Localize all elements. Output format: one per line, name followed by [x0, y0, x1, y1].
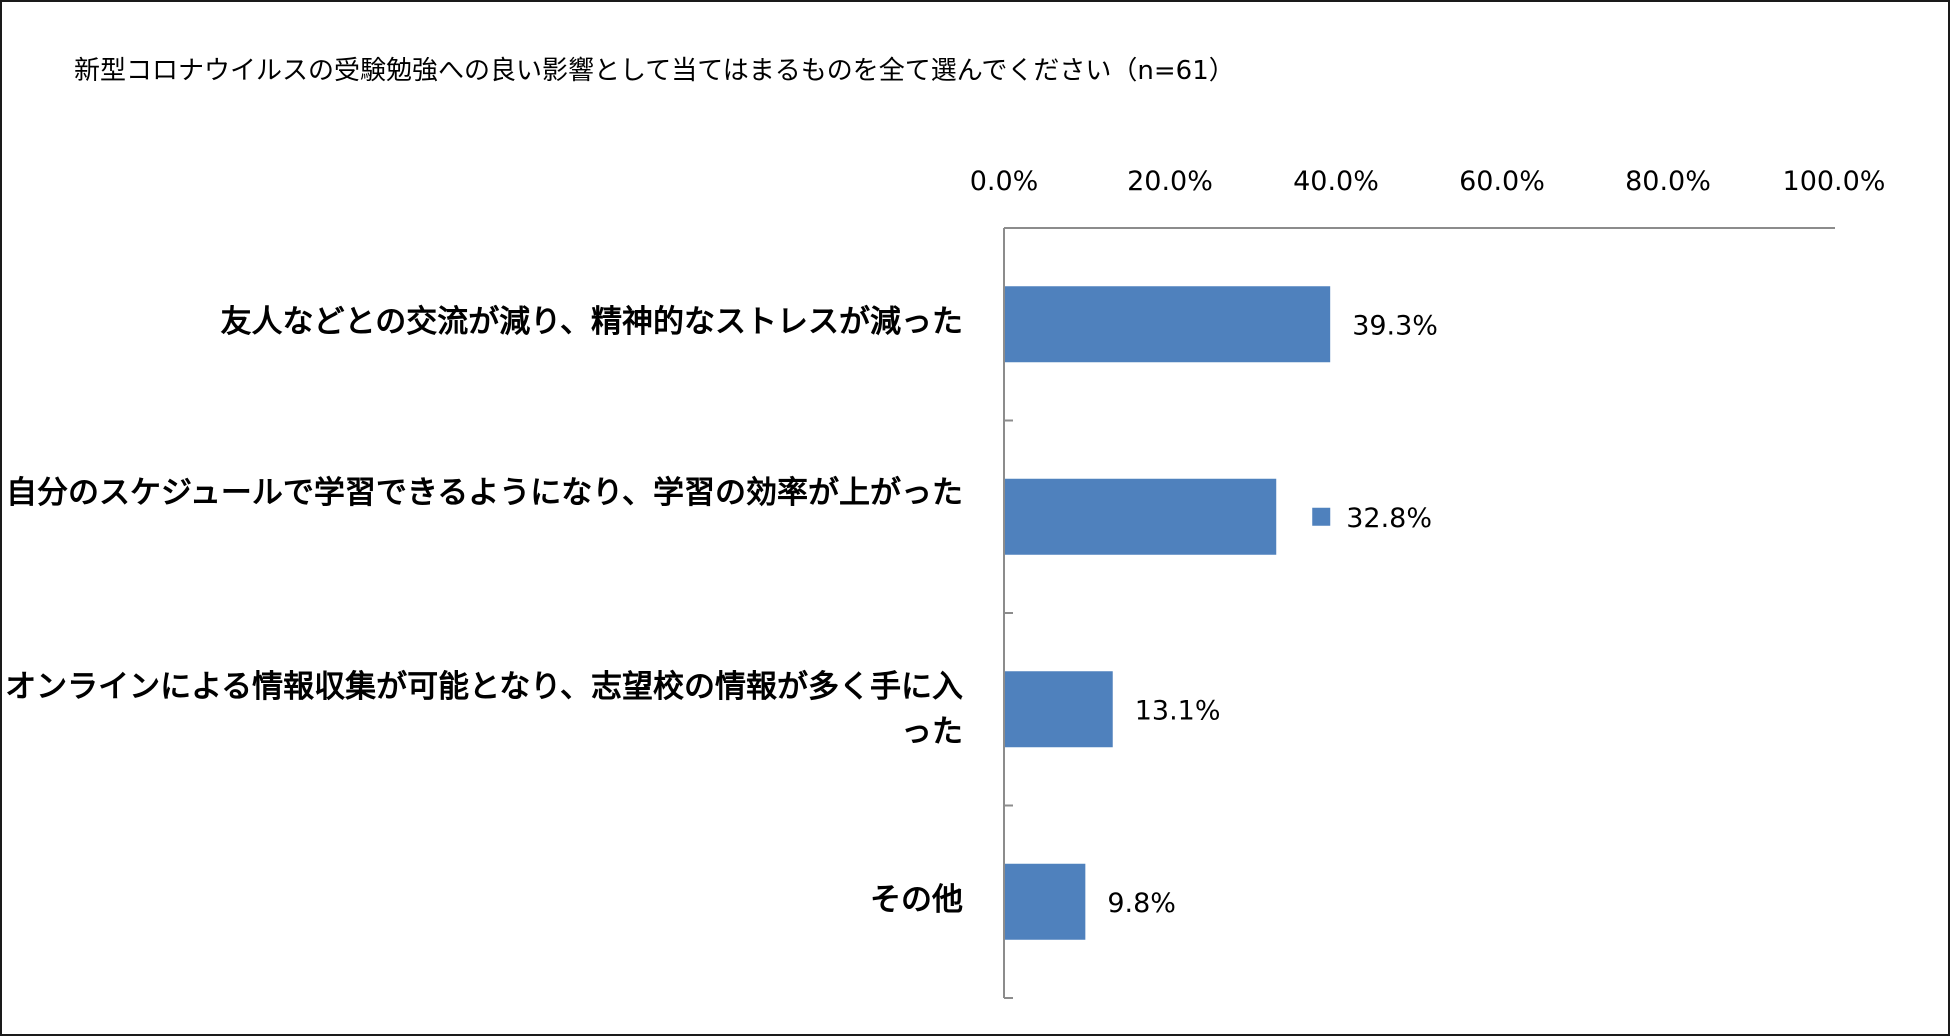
category-label-4: その他: [870, 882, 963, 918]
category-label-3: オンラインによる情報収集が可能となり、志望校の情報が多く手に入った: [5, 669, 963, 750]
x-tick-label: 100.0%: [1783, 166, 1886, 197]
x-tick-label: 40.0%: [1293, 166, 1379, 197]
chart-title: 新型コロナウイルスの受験勉強への良い影響として当てはまるものを全て選んでください…: [74, 56, 1235, 86]
bar-2: [1005, 478, 1277, 555]
bar-4: [1005, 863, 1086, 940]
data-label-2: 32.8%: [1346, 503, 1432, 534]
data-label-3: 13.1%: [1135, 695, 1221, 726]
category-label-2: 自分のスケジュールで学習できるようになり、学習の効率が上がった: [6, 475, 963, 511]
data-label-marker: [1312, 507, 1331, 526]
category-label-1: 友人などとの交流が減り、精神的なストレスが減った: [220, 304, 963, 340]
x-tick-label: 60.0%: [1459, 166, 1545, 197]
x-tick-label: 20.0%: [1127, 166, 1213, 197]
bar-3: [1005, 671, 1113, 748]
x-tick-label: 80.0%: [1625, 166, 1711, 197]
bar-1: [1005, 286, 1331, 363]
data-label-1: 39.3%: [1352, 310, 1438, 341]
data-label-4: 9.8%: [1107, 888, 1176, 919]
x-tick-label: 0.0%: [970, 166, 1039, 197]
